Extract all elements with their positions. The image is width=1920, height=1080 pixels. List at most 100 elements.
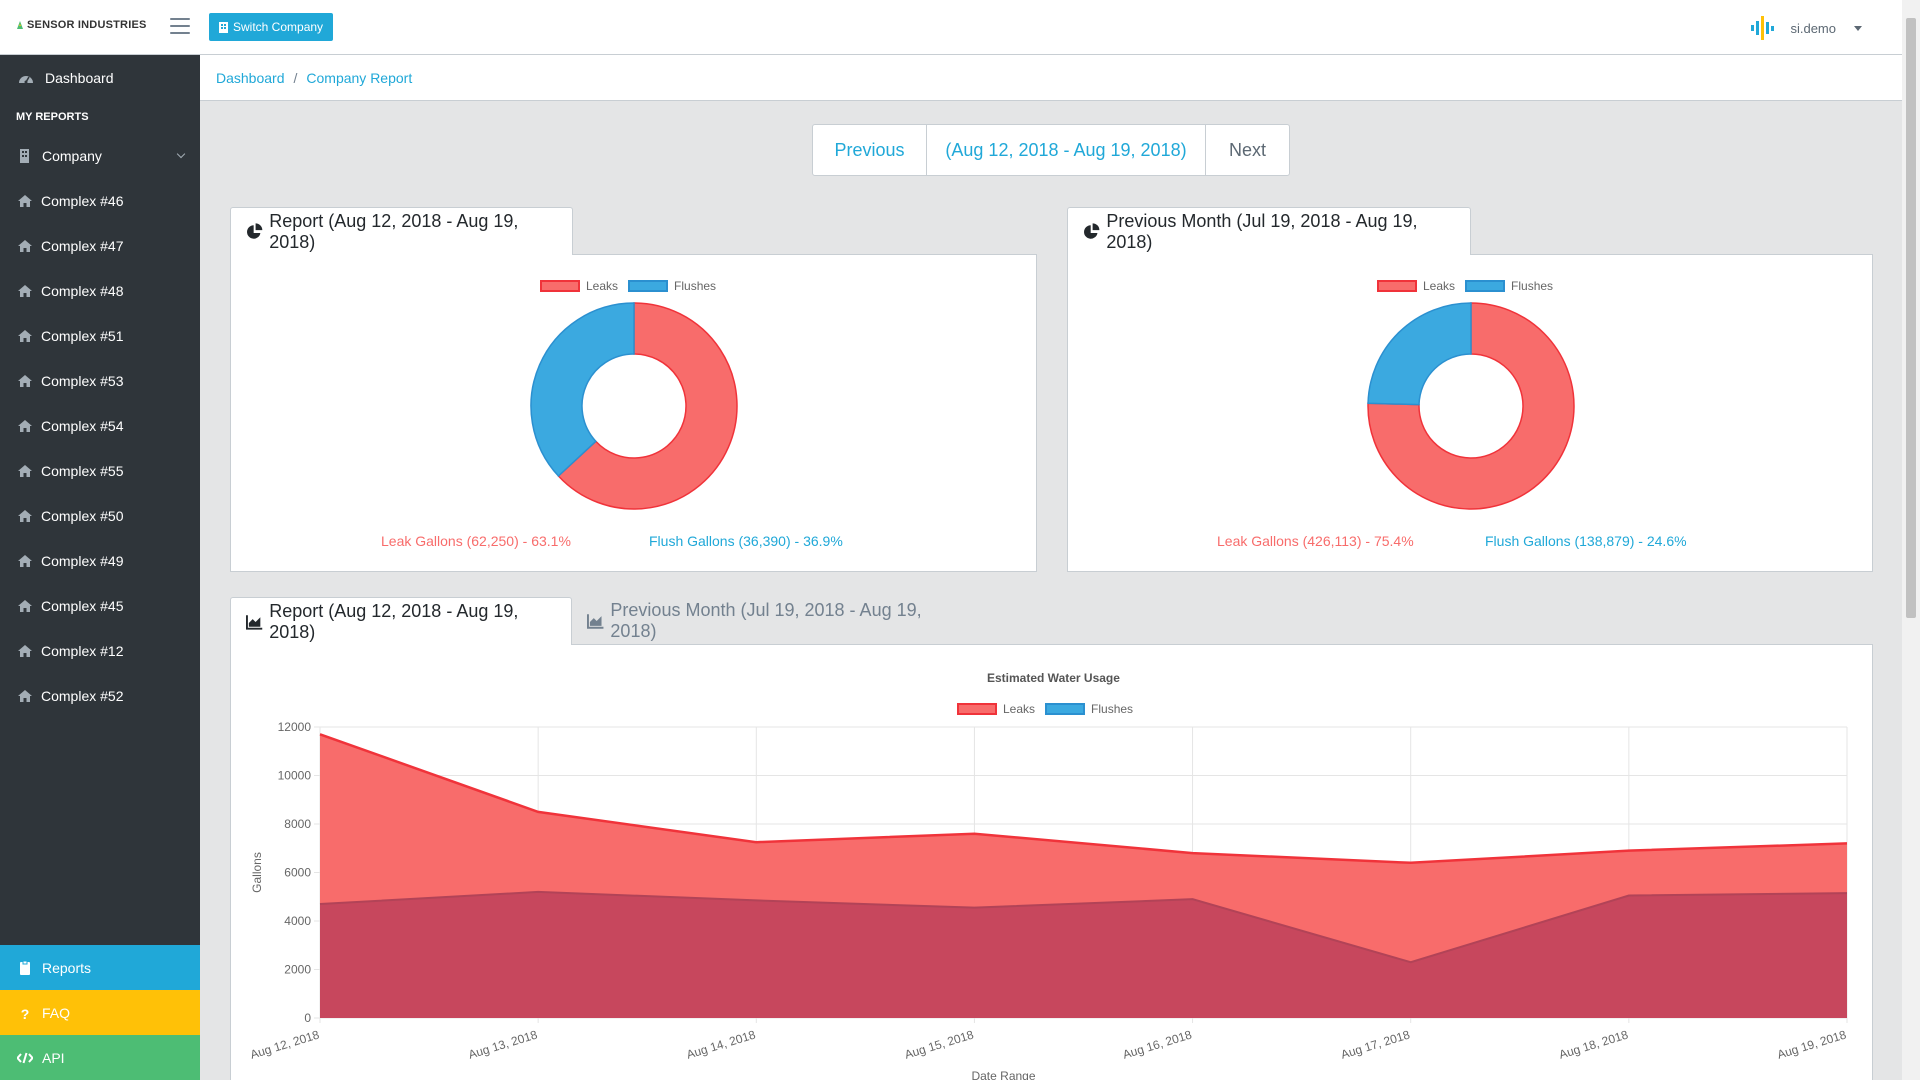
- building-icon: [219, 21, 228, 33]
- sidebar-item-label: Complex #45: [41, 597, 124, 614]
- sidebar-item-label: FAQ: [42, 1004, 71, 1021]
- home-icon: [18, 689, 32, 702]
- sidebar-item-label: Complex #49: [41, 552, 124, 569]
- sidebar-item-complex[interactable]: Complex #53: [0, 358, 200, 403]
- sidebar-item-label: Complex #46: [41, 192, 124, 209]
- x-tick-label: Aug 18, 2018: [1557, 1027, 1630, 1061]
- tab-label: Report (Aug 12, 2018 - Aug 19, 2018): [269, 600, 519, 642]
- page-scrollbar[interactable]: [1902, 0, 1920, 1080]
- brand-logo[interactable]: SENSOR INDUSTRIES: [16, 19, 147, 31]
- complex-list: Complex #46 Complex #47 Complex #48 Complex…: [0, 178, 200, 718]
- water-usage-panel: Estimated Water Usage Leaks Flushes 0 200…: [230, 644, 1873, 1080]
- x-tick-label: Aug 12, 2018: [248, 1027, 321, 1061]
- y-tick-label: 10000: [278, 769, 312, 783]
- sidebar-item-dashboard[interactable]: Dashboard: [0, 55, 200, 100]
- area-flushes[interactable]: [320, 891, 1847, 1018]
- legend-swatch: [540, 280, 580, 292]
- tab-usage-report[interactable]: Report (Aug 12, 2018 - Aug 19, 2018): [230, 597, 572, 645]
- chart-title: Estimated Water Usage: [987, 671, 1120, 685]
- sidebar-item-label: Complex #48: [41, 282, 124, 299]
- legend-label: Flushes: [1091, 702, 1134, 716]
- home-icon: [18, 464, 32, 477]
- sidebar-item-complex[interactable]: Complex #46: [0, 178, 200, 223]
- sidebar-item-complex[interactable]: Complex #48: [0, 268, 200, 313]
- y-axis-label: Gallons: [250, 852, 264, 893]
- sidebar-item-complex[interactable]: Complex #54: [0, 403, 200, 448]
- sidebar-item-complex[interactable]: Complex #49: [0, 538, 200, 583]
- breadcrumb-dashboard-link[interactable]: Dashboard: [216, 69, 285, 86]
- pie-chart-icon: [247, 222, 263, 239]
- legend-item-flushes[interactable]: Flushes: [628, 279, 716, 293]
- sidebar-item-api[interactable]: API: [0, 1035, 200, 1080]
- scrollbar-thumb[interactable]: [1906, 18, 1916, 618]
- question-icon: ?: [20, 1005, 30, 1022]
- sidebar-item-reports[interactable]: Reports: [0, 945, 200, 990]
- donut-slice-leaks[interactable]: [1367, 302, 1575, 510]
- chart-legend: Leaks Flushes: [957, 702, 1135, 716]
- switch-company-button[interactable]: Switch Company: [209, 13, 334, 41]
- sidebar-item-faq[interactable]: ? FAQ: [0, 990, 200, 1035]
- sidebar-item-label: Dashboard: [45, 69, 114, 86]
- x-tick-label: Aug 15, 2018: [903, 1027, 976, 1061]
- legend-label: Flushes: [674, 279, 717, 293]
- report-donut-chart: [530, 302, 738, 510]
- legend-item-leaks[interactable]: Leaks: [1377, 279, 1455, 293]
- sidebar-item-label: Complex #53: [41, 372, 124, 389]
- x-tick-label: Aug 16, 2018: [1121, 1027, 1194, 1061]
- menu-toggle-icon[interactable]: [170, 18, 190, 34]
- sidebar-item-company[interactable]: Company: [0, 133, 200, 178]
- y-tick-label: 8000: [284, 817, 311, 831]
- previous-month-donut-chart: [1367, 302, 1575, 510]
- top-header: SENSOR INDUSTRIES Switch Company si.demo: [0, 0, 1902, 55]
- caret-down-icon: [1854, 25, 1862, 31]
- leaf-icon: [17, 21, 23, 29]
- legend-swatch: [628, 280, 669, 292]
- previous-month-pie-panel: Leaks Flushes Leak Gallons (426,113) - 7…: [1067, 254, 1873, 572]
- legend-label: Leaks: [1423, 279, 1456, 293]
- user-avatar-icon: [1751, 16, 1775, 40]
- x-axis-label: Date Range: [971, 1069, 1035, 1080]
- legend-label: Leaks: [586, 279, 619, 293]
- tab-report-pie[interactable]: Report (Aug 12, 2018 - Aug 19, 2018): [230, 207, 573, 255]
- sidebar-item-complex[interactable]: Complex #51: [0, 313, 200, 358]
- next-button[interactable]: Next: [1228, 139, 1266, 160]
- clipboard-icon: [20, 960, 30, 975]
- legend-label: Flushes: [1511, 279, 1554, 293]
- water-usage-area-chart: 0 2000 4000 6000 8000 10000 12000 Aug 12, 2018 A…: [248, 720, 1848, 1080]
- username: si.demo: [1790, 20, 1836, 36]
- y-tick-label: 12000: [278, 720, 312, 734]
- home-icon: [18, 599, 32, 612]
- sidebar-item-complex[interactable]: Complex #50: [0, 493, 200, 538]
- user-menu[interactable]: si.demo: [1748, 13, 1862, 43]
- sidebar-item-complex[interactable]: Complex #47: [0, 223, 200, 268]
- breadcrumb-current[interactable]: Company Report: [306, 69, 413, 86]
- sidebar-item-label: Complex #54: [41, 417, 124, 434]
- donut-slice-flushes[interactable]: [1367, 302, 1472, 406]
- sidebar: Dashboard MY REPORTS Company Complex #46…: [0, 55, 200, 1080]
- donut-slice-leaks[interactable]: [557, 302, 738, 510]
- home-icon: [18, 239, 32, 252]
- legend-item-flushes[interactable]: Flushes: [1045, 702, 1133, 716]
- sidebar-footer: Reports ? FAQ API: [0, 945, 200, 1080]
- donut-slice-flushes[interactable]: [530, 302, 635, 478]
- sidebar-item-label: Company: [42, 147, 102, 164]
- y-tick-label: 6000: [284, 866, 311, 880]
- tab-previous-month-pie[interactable]: Previous Month (Jul 19, 2018 - Aug 19, 2…: [1067, 207, 1471, 255]
- building-icon: [20, 148, 29, 163]
- previous-button[interactable]: Previous: [813, 125, 927, 175]
- legend-item-flushes[interactable]: Flushes: [1465, 279, 1553, 293]
- date-range-button[interactable]: (Aug 12, 2018 - Aug 19, 2018): [927, 125, 1206, 175]
- sidebar-item-label: Complex #55: [41, 462, 124, 479]
- tab-label: Report (Aug 12, 2018 - Aug 19, 2018): [269, 210, 519, 252]
- line-leaks: [319, 733, 1848, 865]
- sidebar-item-complex[interactable]: Complex #55: [0, 448, 200, 493]
- flush-gallons-stat: Flush Gallons (36,390) - 36.9%: [649, 533, 843, 549]
- sidebar-item-complex[interactable]: Complex #12: [0, 628, 200, 673]
- tab-label: Previous Month (Jul 19, 2018 - Aug 19, 2…: [1106, 210, 1418, 252]
- sidebar-item-complex[interactable]: Complex #45: [0, 583, 200, 628]
- legend-item-leaks[interactable]: Leaks: [540, 279, 618, 293]
- legend-item-leaks[interactable]: Leaks: [957, 702, 1035, 716]
- sidebar-item-complex[interactable]: Complex #52: [0, 673, 200, 718]
- pie-legend: Leaks Flushes: [1377, 279, 1555, 293]
- tab-usage-previous-month[interactable]: Previous Month (Jul 19, 2018 - Aug 19, 2…: [572, 597, 976, 645]
